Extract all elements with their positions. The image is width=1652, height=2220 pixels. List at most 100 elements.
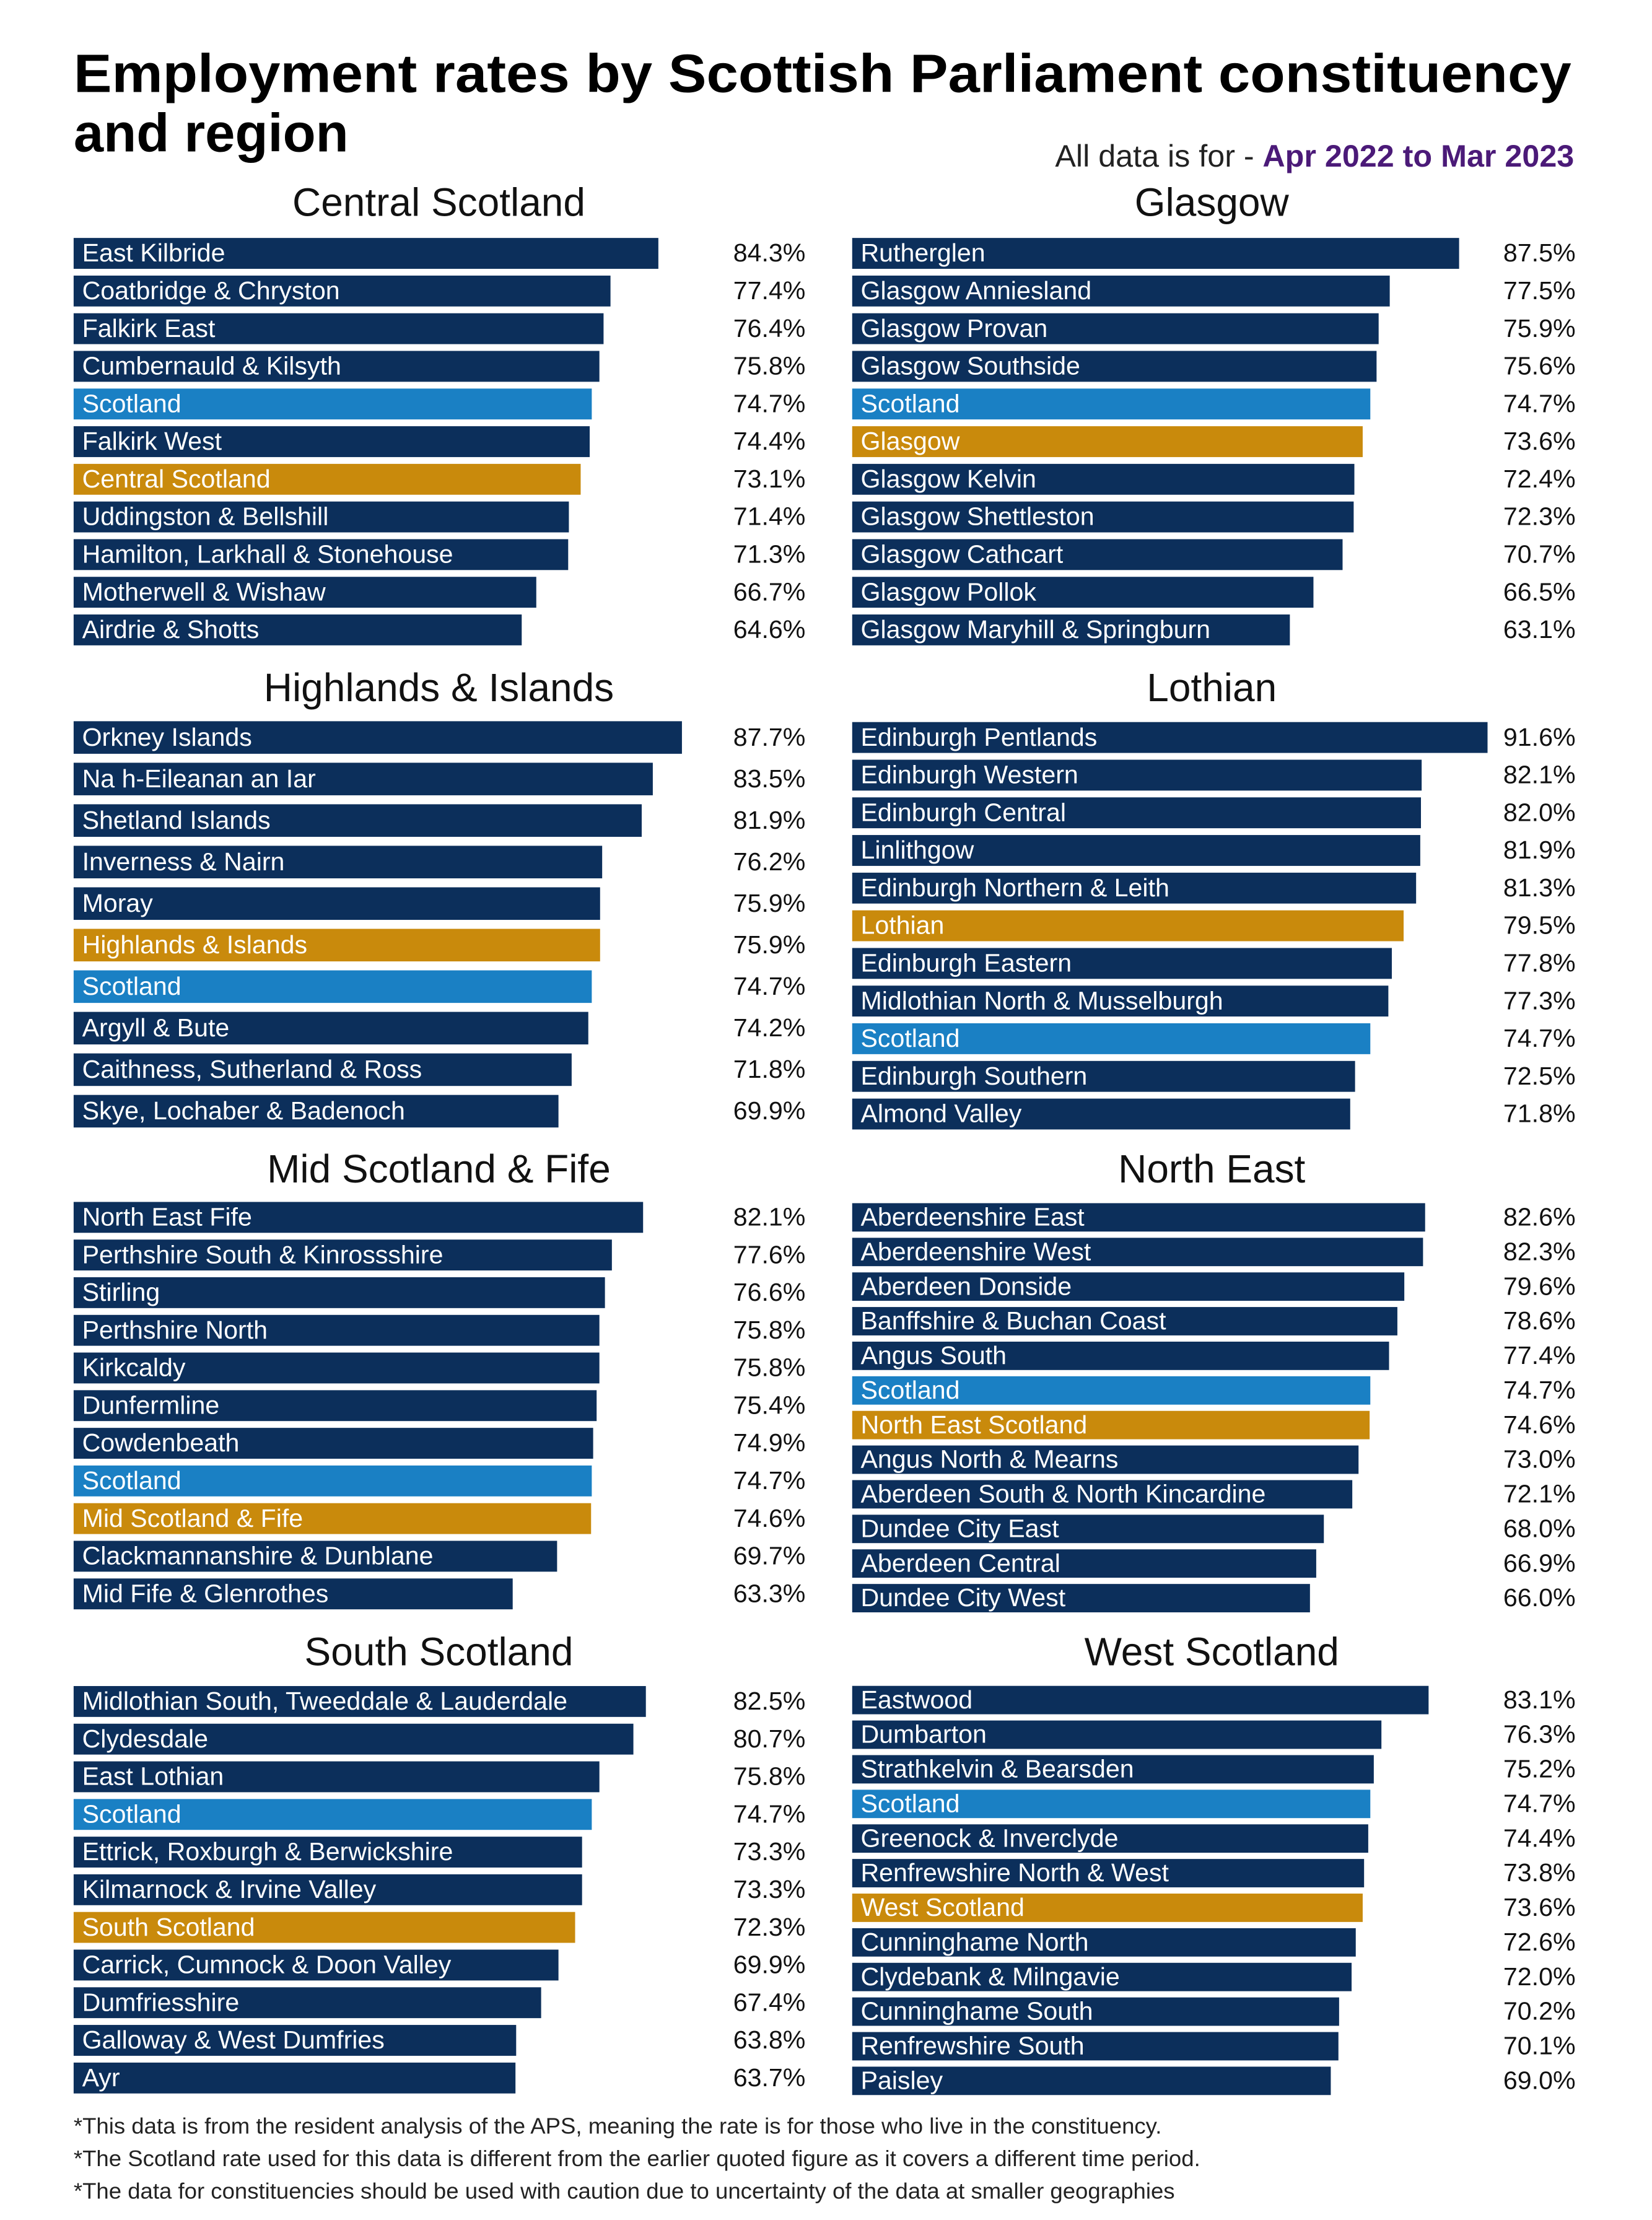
bar xyxy=(73,1578,513,1610)
bar xyxy=(852,1824,1368,1853)
bar-label: Dumfriesshire xyxy=(82,1988,240,2016)
bar xyxy=(852,1549,1316,1578)
bar-label: Aberdeen South & North Kincardine xyxy=(860,1480,1265,1508)
bar-label: Edinburgh Pentlands xyxy=(860,723,1097,751)
bar xyxy=(73,970,592,1003)
value-label: 66.9% xyxy=(1503,1549,1576,1577)
value-label: 83.5% xyxy=(733,764,806,793)
bar-label: Renfrewshire South xyxy=(860,2032,1084,2060)
bar-label: Perthshire North xyxy=(82,1316,268,1344)
bar-label: Highlands & Islands xyxy=(82,930,307,959)
bar-label: Falkirk West xyxy=(82,427,222,455)
value-label: 82.3% xyxy=(1503,1237,1576,1265)
value-label: 82.1% xyxy=(1503,761,1576,789)
bar xyxy=(852,275,1390,307)
value-label: 77.3% xyxy=(1503,986,1576,1015)
bar xyxy=(73,539,569,570)
bar-label: Midlothian South, Tweeddale & Lauderdale xyxy=(82,1687,567,1715)
bar-label: Moray xyxy=(82,889,154,917)
value-label: 75.4% xyxy=(733,1391,806,1419)
bar-label: Glasgow Cathcart xyxy=(860,540,1063,569)
value-label: 69.7% xyxy=(733,1542,806,1570)
bar-label: Scotland xyxy=(860,1024,959,1052)
value-label: 71.8% xyxy=(733,1055,806,1083)
value-label: 66.7% xyxy=(733,577,806,606)
bar xyxy=(73,1239,612,1271)
bar-label: Cowdenbeath xyxy=(82,1428,240,1457)
bar-label: Motherwell & Wishaw xyxy=(82,577,326,606)
value-label: 74.7% xyxy=(733,972,806,1000)
bar xyxy=(73,1949,559,1981)
bar xyxy=(852,2032,1339,2061)
bar xyxy=(852,872,1417,904)
value-label: 73.8% xyxy=(1503,1858,1576,1887)
panel-title: Mid Scotland & Fife xyxy=(267,1147,611,1191)
value-label: 72.3% xyxy=(1503,502,1576,531)
bar xyxy=(73,887,600,920)
bar xyxy=(73,614,522,645)
bar xyxy=(852,1445,1359,1474)
bar xyxy=(852,539,1343,570)
bar xyxy=(73,804,642,837)
bar-label: Na h-Eileanan an Iar xyxy=(82,764,317,793)
bar-label: Ayr xyxy=(82,2063,120,2092)
bar xyxy=(73,1202,644,1233)
bar-label: Ettrick, Roxburgh & Berwickshire xyxy=(82,1837,453,1866)
value-label: 72.0% xyxy=(1503,1962,1576,1991)
bar xyxy=(73,313,604,344)
bar-label: Glasgow xyxy=(860,427,959,455)
bar-label: Dumbarton xyxy=(860,1720,986,1749)
bar xyxy=(73,2025,517,2056)
bar-label: Almond Valley xyxy=(860,1099,1021,1128)
footnote: *This data is from the resident analysis… xyxy=(74,2113,1162,2138)
bar xyxy=(73,721,682,754)
bar xyxy=(852,910,1404,942)
bar-label: Eastwood xyxy=(860,1685,972,1714)
bar-label: Edinburgh Central xyxy=(860,798,1066,826)
bar xyxy=(852,1307,1397,1335)
bar-label: East Lothian xyxy=(82,1762,224,1791)
bar-label: Midlothian North & Musselburgh xyxy=(860,986,1223,1015)
value-label: 63.8% xyxy=(733,2026,806,2054)
bar-label: Argyll & Bute xyxy=(82,1013,230,1042)
value-label: 63.1% xyxy=(1503,615,1576,644)
bar xyxy=(852,948,1392,979)
bar-label: Clydesdale xyxy=(82,1724,208,1753)
bar xyxy=(73,1540,557,1572)
chart-title: Employment rates by Scottish Parliament … xyxy=(74,44,1571,104)
value-label: 76.4% xyxy=(733,314,806,343)
bar-label: Scotland xyxy=(860,389,959,417)
bar xyxy=(852,1755,1374,1784)
bar-label: Central Scotland xyxy=(82,465,271,493)
bar-label: Scotland xyxy=(82,389,181,417)
value-label: 76.3% xyxy=(1503,1720,1576,1749)
bar-label: Lothian xyxy=(860,911,944,940)
bar-label: Scotland xyxy=(860,1376,959,1404)
bar-label: Glasgow Kelvin xyxy=(860,465,1036,493)
bar-label: Kilmarnock & Irvine Valley xyxy=(82,1875,377,1903)
chart-title: and region xyxy=(74,103,349,164)
bar-label: Glasgow Shettleston xyxy=(860,502,1094,531)
value-label: 77.4% xyxy=(733,276,806,305)
bar xyxy=(852,1060,1355,1092)
bar-label: Inverness & Nairn xyxy=(82,847,285,876)
value-label: 67.4% xyxy=(733,1988,806,2016)
bar xyxy=(73,351,600,382)
value-label: 71.4% xyxy=(733,502,806,531)
bar xyxy=(73,463,581,495)
value-label: 69.9% xyxy=(733,1096,806,1125)
value-label: 72.5% xyxy=(1503,1062,1576,1090)
bar xyxy=(852,1238,1423,1267)
value-label: 72.6% xyxy=(1503,1928,1576,1956)
value-label: 77.8% xyxy=(1503,949,1576,977)
value-label: 77.4% xyxy=(1503,1341,1576,1370)
value-label: 83.1% xyxy=(1503,1685,1576,1714)
value-label: 82.5% xyxy=(733,1687,806,1715)
bar-label: Edinburgh Western xyxy=(860,761,1078,789)
bar xyxy=(73,1465,592,1497)
bar-label: Scotland xyxy=(860,1789,959,1817)
bar-label: Clydebank & Milngavie xyxy=(860,1962,1119,1991)
bar xyxy=(73,1874,582,1905)
bar-label: Linlithgow xyxy=(860,836,974,864)
value-label: 72.3% xyxy=(733,1913,806,1941)
